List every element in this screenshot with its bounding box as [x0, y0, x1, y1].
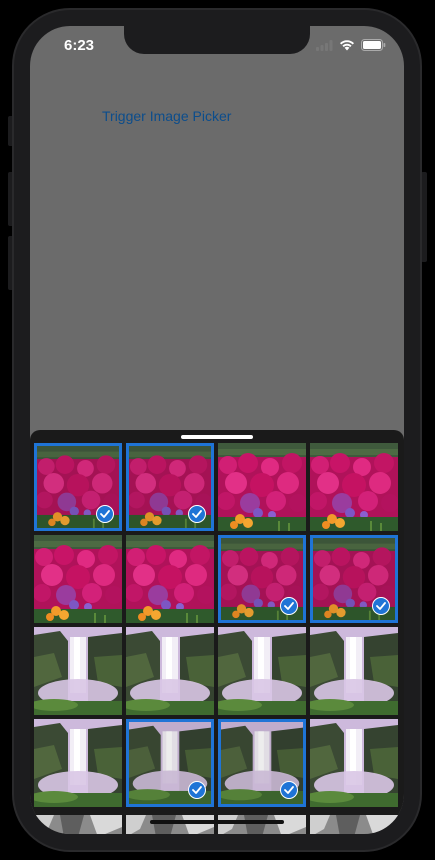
image-picker-sheet	[30, 430, 404, 834]
thumbnail-grid	[34, 443, 402, 807]
photo-thumbnail[interactable]	[126, 443, 214, 531]
checkmark-icon	[280, 597, 298, 615]
photo-thumbnail[interactable]	[34, 443, 122, 531]
battery-icon	[361, 38, 386, 56]
checkmark-icon	[188, 781, 206, 799]
photo-thumbnail[interactable]	[34, 535, 122, 623]
checkmark-icon	[96, 505, 114, 523]
photo-thumbnail-partial[interactable]	[218, 815, 306, 834]
photo-thumbnail-partial[interactable]	[126, 815, 214, 834]
volume-down-button	[8, 236, 14, 290]
photo-thumbnail[interactable]	[218, 443, 306, 531]
photo-thumbnail[interactable]	[310, 719, 398, 807]
photo-thumbnail-partial[interactable]	[310, 815, 398, 834]
checkmark-icon	[372, 597, 390, 615]
trigger-image-picker-button[interactable]: Trigger Image Picker	[102, 108, 232, 124]
sheet-grabber[interactable]	[181, 435, 253, 439]
photo-thumbnail[interactable]	[218, 535, 306, 623]
wifi-icon	[339, 38, 355, 56]
photo-thumbnail[interactable]	[126, 627, 214, 715]
photo-thumbnail-partial[interactable]	[34, 815, 122, 834]
home-indicator	[150, 820, 284, 824]
status-icons	[316, 38, 386, 56]
photo-thumbnail[interactable]	[218, 627, 306, 715]
photo-thumbnail[interactable]	[310, 535, 398, 623]
thumbnail-row-partial	[34, 815, 402, 834]
photo-thumbnail[interactable]	[34, 627, 122, 715]
photo-thumbnail[interactable]	[310, 627, 398, 715]
photo-thumbnail[interactable]	[126, 535, 214, 623]
screen: 6:23 Trigger Image Picker	[30, 26, 404, 834]
volume-up-button	[8, 172, 14, 226]
power-button	[421, 172, 427, 262]
photo-thumbnail[interactable]	[218, 719, 306, 807]
checkmark-icon	[188, 505, 206, 523]
photo-thumbnail[interactable]	[126, 719, 214, 807]
photo-thumbnail[interactable]	[310, 443, 398, 531]
mute-switch	[8, 116, 14, 146]
checkmark-icon	[280, 781, 298, 799]
status-time: 6:23	[64, 37, 95, 54]
signal-icon	[316, 38, 333, 56]
notch	[124, 26, 310, 54]
photo-thumbnail[interactable]	[34, 719, 122, 807]
